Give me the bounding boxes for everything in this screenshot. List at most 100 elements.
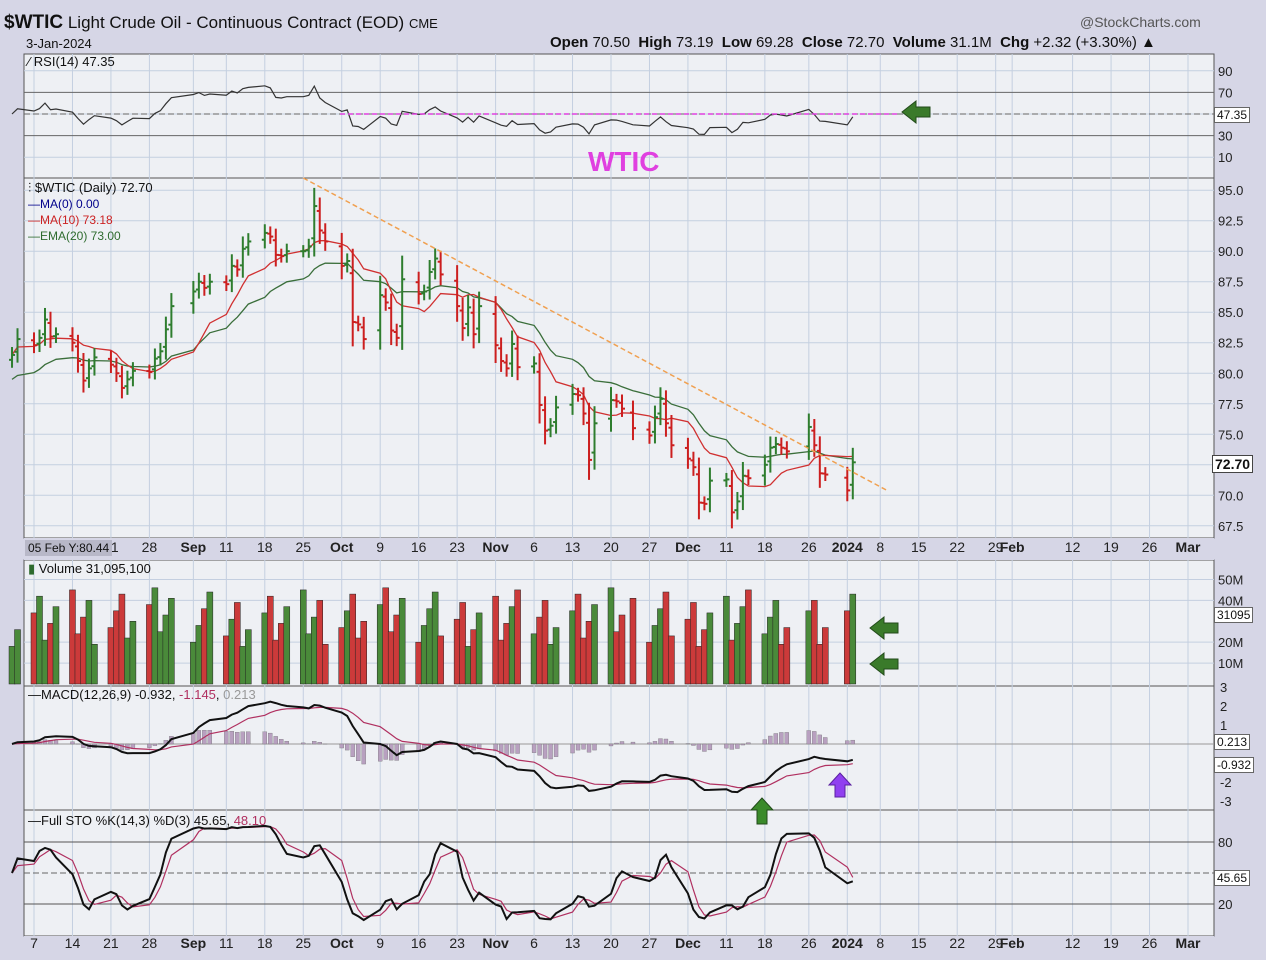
macd-hist-bar [498,743,504,754]
macd-hist-bar [531,743,537,753]
x-tick-label: 25 [295,539,311,555]
volume-bar [14,629,21,685]
macd-tick-label: 3 [1220,680,1227,695]
volume-bar [497,639,505,685]
macd-hist-bar [614,742,619,745]
x-tick-label: 13 [565,539,581,555]
volume-bar [530,633,538,685]
volume-bar [492,595,499,685]
x-tick-label: Oct [330,935,354,951]
macd-hist-bar [246,731,251,745]
open-value: 70.50 [592,34,631,51]
volume-bar [36,595,43,685]
volume-bar [41,639,49,685]
x-tick-label: 23 [449,935,465,951]
price-legend: ⫶ $WTIC (Daily) 72.70 [28,180,153,196]
macd-line [11,700,854,794]
macd-up-arrow-icon [827,772,853,798]
price-tick-label: 92.5 [1218,214,1243,229]
volume-bar [574,593,582,685]
volume-bar [684,618,692,685]
macd-hist-bar [850,739,855,745]
volume-bar [52,606,60,685]
macd-hist-bar [378,743,383,762]
x-tick-label: Mar [1176,539,1201,555]
sto-d-line [11,825,854,920]
volume-bar [311,616,318,685]
volume-bar [657,608,664,685]
volume-bar [585,621,593,685]
macd-hist-bar [663,738,669,745]
volume-bar [618,614,626,685]
macd-hist-bar [707,743,713,751]
volume-bar [305,633,313,685]
volume-value: 31.1M [950,34,992,51]
ema20-legend: —EMA(20) 73.00 [28,229,121,243]
macd-hist-bar [147,743,152,748]
close-label: Close [801,34,843,51]
volume-bar [668,635,675,685]
volume-bar [393,614,400,685]
macd-hist-bar [70,741,75,745]
x-tick-label: 27 [642,935,658,951]
volume-bar [129,621,137,685]
x-tick-label: 19 [1103,935,1119,951]
volume-bar [190,641,197,685]
instrument-name: Light Crude Oil - Continuous Contract (E… [67,13,405,32]
volume-bar [162,614,170,685]
symbol: $WTIC [4,12,64,33]
volume-bar [316,600,324,685]
macd-hist-bar [284,741,289,745]
x-tick-label: 26 [801,539,817,555]
x-tick-label: 28 [142,539,158,555]
volume-bar [168,598,175,685]
volume-bar [811,600,818,685]
volume-bar [761,633,769,685]
sto-label: Full STO %K(14,3) %D(3) [41,813,191,828]
resistance-trendline [302,177,889,492]
volume-bar [437,635,444,685]
macd-hist-bar [817,734,822,745]
macd-hist-bar [553,743,559,757]
vol-tick-label: 20M [1218,635,1243,650]
volume-bar [734,623,741,685]
volume-bar [124,637,131,685]
x-tick-label: Nov [482,539,509,555]
macd-hist-bar [823,737,828,745]
x-tick-label: 11 [719,539,734,555]
volume-bar [74,633,82,685]
volume-bar [245,629,252,685]
volume-bar [272,639,280,685]
macd-hist-bar [191,732,196,745]
macd-line-icon: — [28,687,41,702]
volume-bar [321,644,329,685]
open-label: Open [550,34,589,51]
x-tick-label: 15 [911,539,927,555]
x-tick-label: 2024 [832,539,863,555]
volume-bar [607,587,615,685]
x-tick-label: 12 [1065,935,1081,951]
macd-hist-bar [724,743,729,749]
volume-bar [354,637,362,685]
volume-bar [85,600,93,685]
rsi-tick-label: 90 [1218,64,1232,79]
volume-total: 31,095,100 [85,561,151,576]
sto-legend: —Full STO %K(14,3) %D(3) 45.65, 48.10 [28,813,267,828]
macd-hist-bar [493,743,498,752]
macd-hist-bar [658,738,663,745]
ohlc-summary: Open 70.50 High 73.19 Low 69.28 Close 72… [550,34,1156,51]
macd-hist-bar [592,743,597,751]
macd-hist-bar [394,743,399,761]
x-tick-label: 16 [411,935,427,951]
volume-bar [107,627,115,685]
volume-bar [426,608,433,685]
volume-bar [118,593,126,685]
x-tick-label: Sep [181,935,207,951]
up-triangle-icon: ▲ [1141,34,1156,51]
high-value: 73.19 [675,34,714,51]
volume-bar [536,616,543,685]
macd-hist-bar [53,740,59,745]
rsi-value: 47.35 [82,54,115,69]
stockcharts-logo[interactable]: @StockCharts.com [1080,14,1201,30]
